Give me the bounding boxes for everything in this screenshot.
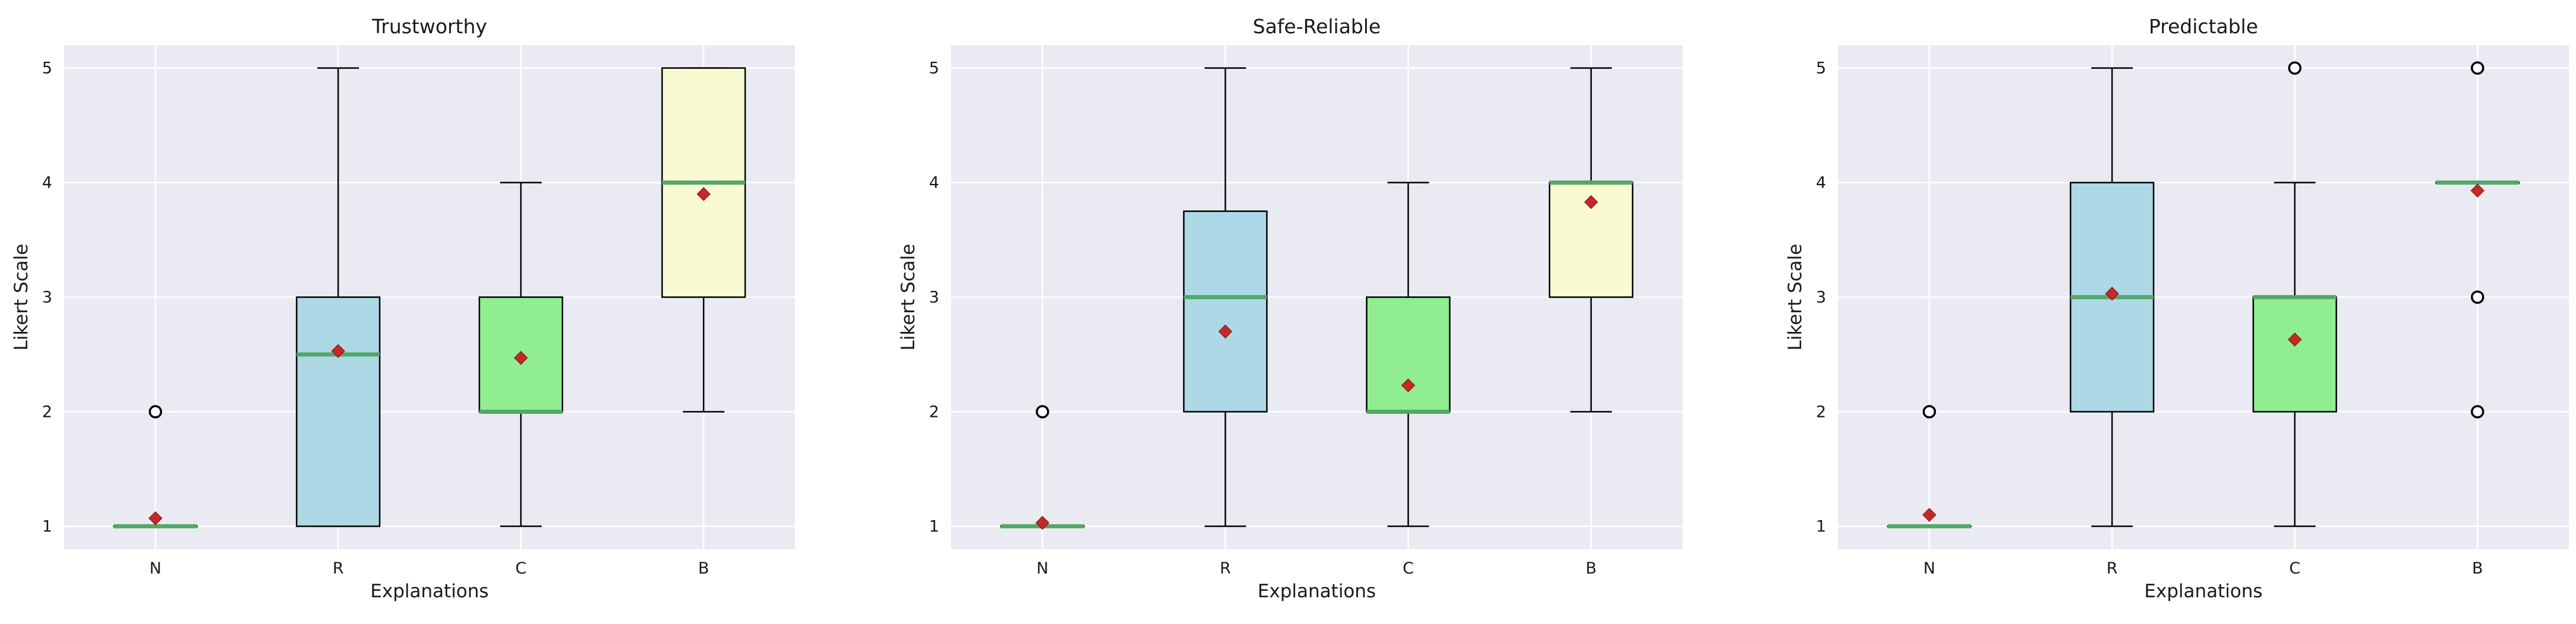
y-tick-label: 5 xyxy=(929,59,939,78)
box-B xyxy=(1548,67,1634,413)
box-body xyxy=(1183,210,1268,413)
mean-marker xyxy=(514,351,528,365)
box-N xyxy=(1887,405,1972,528)
box-body xyxy=(1366,296,1451,413)
box-body xyxy=(1548,182,1634,298)
mean-marker xyxy=(148,511,163,525)
mean-marker xyxy=(1584,195,1598,210)
subplot-trustworthy: Trustworthy Explanations Likert Scale 1 2… xyxy=(11,15,795,602)
y-tick-label: 2 xyxy=(42,403,52,421)
chart-title: Trustworthy xyxy=(371,15,487,38)
x-tick-label: R xyxy=(2107,559,2118,578)
mean-marker xyxy=(1922,508,1936,522)
chart-title: Predictable xyxy=(2149,15,2258,38)
y-tick-label: 1 xyxy=(929,517,939,536)
x-tick-label: B xyxy=(2472,559,2483,578)
subplot-predictable: Predictable Explanations Likert Scale 1 2… xyxy=(1785,15,2569,602)
subplot-safe-reliable: Safe-Reliable Explanations Likert Scale … xyxy=(898,15,1683,602)
box-N xyxy=(113,405,198,528)
box-body xyxy=(295,296,381,527)
x-axis-label: Explanations xyxy=(370,581,488,602)
x-axis-label: Explanations xyxy=(1258,581,1376,602)
outlier-point xyxy=(1035,405,1050,419)
box-R xyxy=(1183,67,1268,527)
y-axis-label: Likert Scale xyxy=(11,244,32,351)
x-tick-label: N xyxy=(1036,559,1048,578)
y-tick-label: 3 xyxy=(1816,289,1826,307)
box-body xyxy=(2252,296,2338,413)
box-R xyxy=(2069,67,2155,527)
y-tick-label: 2 xyxy=(1816,403,1826,421)
y-tick-label: 1 xyxy=(1816,517,1826,536)
x-tick-label: C xyxy=(516,559,527,578)
mean-marker xyxy=(2470,183,2485,198)
y-tick-label: 5 xyxy=(42,59,52,78)
x-tick-label: N xyxy=(1923,559,1935,578)
outlier-point xyxy=(2470,290,2485,304)
mean-marker xyxy=(331,344,345,358)
mean-marker xyxy=(697,187,711,201)
y-axis-label: Likert Scale xyxy=(1785,244,1806,351)
x-tick-label: N xyxy=(150,559,161,578)
mean-marker xyxy=(1401,378,1416,392)
y-tick-label: 3 xyxy=(929,289,939,307)
y-tick-label: 4 xyxy=(1816,174,1826,192)
outlier-point xyxy=(2470,405,2485,419)
chart-title: Safe-Reliable xyxy=(1253,15,1381,38)
x-axis-label: Explanations xyxy=(2144,581,2262,602)
box-B xyxy=(2435,61,2520,419)
y-tick-label: 1 xyxy=(42,517,52,536)
mean-marker xyxy=(1035,515,1050,530)
y-tick-label: 4 xyxy=(929,174,939,192)
y-tick-label: 3 xyxy=(42,289,52,307)
x-tick-label: B xyxy=(1586,559,1597,578)
mean-marker xyxy=(2288,332,2302,347)
box-C xyxy=(2252,61,2338,527)
x-tick-label: R xyxy=(1220,559,1231,578)
outlier-point xyxy=(2288,61,2302,75)
x-tick-label: R xyxy=(333,559,344,578)
y-tick-label: 4 xyxy=(42,174,52,192)
outlier-point xyxy=(148,405,163,419)
x-tick-label: B xyxy=(698,559,710,578)
box-R xyxy=(295,67,381,527)
box-N xyxy=(1000,405,1085,530)
y-tick-label: 2 xyxy=(929,403,939,421)
x-tick-label: C xyxy=(2289,559,2301,578)
box-C xyxy=(1366,182,1451,527)
y-axis-label: Likert Scale xyxy=(898,244,919,351)
x-tick-label: C xyxy=(1403,559,1414,578)
box-B xyxy=(661,67,746,413)
mean-marker xyxy=(1218,324,1233,339)
box-C xyxy=(478,182,564,527)
outlier-point xyxy=(2470,61,2485,75)
outlier-point xyxy=(1922,405,1936,419)
y-tick-label: 5 xyxy=(1816,59,1826,78)
mean-marker xyxy=(2105,287,2119,301)
